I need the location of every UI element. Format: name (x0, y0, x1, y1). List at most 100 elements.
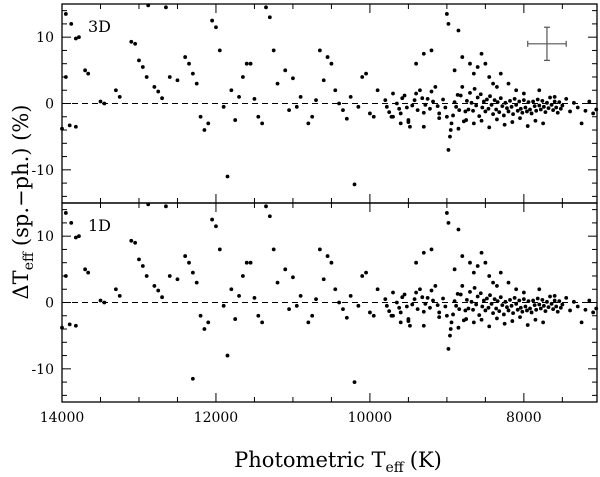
data-point (572, 299, 576, 304)
data-point (520, 309, 525, 314)
data-point (468, 90, 472, 95)
data-point (221, 104, 226, 109)
data-point (117, 293, 122, 298)
data-point (415, 307, 420, 312)
data-point (475, 294, 480, 299)
data-point (225, 353, 230, 358)
data-point (480, 304, 485, 309)
data-point (533, 317, 538, 322)
data-point (391, 290, 395, 295)
data-point (248, 61, 253, 66)
data-point (549, 301, 554, 306)
data-point (73, 323, 78, 328)
data-point (533, 118, 538, 123)
data-point (306, 121, 311, 126)
data-point (528, 306, 532, 311)
data-point (402, 93, 407, 98)
data-point (498, 96, 503, 101)
data-point (160, 295, 164, 300)
data-point (406, 120, 411, 124)
data-point (487, 125, 492, 130)
data-point (460, 284, 465, 288)
data-point (538, 306, 543, 311)
data-point (560, 103, 565, 108)
data-point (481, 99, 486, 104)
data-point (552, 94, 557, 99)
data-point (421, 250, 426, 255)
data-point (73, 36, 78, 41)
data-point (420, 96, 425, 101)
data-point (494, 306, 499, 311)
data-point (202, 327, 207, 331)
data-point (233, 317, 238, 321)
data-point (117, 94, 122, 99)
data-point (568, 308, 572, 313)
data-point (506, 109, 511, 114)
data-point (511, 311, 515, 316)
data-point (348, 293, 353, 298)
data-point (479, 317, 484, 322)
data-point (444, 211, 449, 215)
data-point (487, 274, 492, 278)
x-tick-label: 14000 (40, 410, 85, 426)
data-point (431, 99, 435, 104)
data-point (206, 121, 211, 126)
data-point (579, 121, 584, 126)
data-point (479, 51, 484, 56)
data-point (156, 288, 161, 293)
data-point (229, 88, 234, 93)
data-point (63, 274, 68, 278)
x-tick-label: 10000 (348, 410, 393, 426)
data-point (414, 91, 419, 96)
data-point (102, 300, 107, 305)
x-tick-label: 12000 (194, 410, 239, 426)
data-point (537, 88, 542, 93)
data-point (495, 299, 500, 304)
data-point (394, 101, 399, 106)
data-point (479, 250, 484, 255)
data-point (321, 78, 326, 83)
data-point (497, 110, 502, 115)
data-point (491, 311, 495, 316)
data-point (217, 247, 222, 252)
data-point (160, 96, 164, 101)
data-point (579, 320, 584, 325)
data-point (471, 320, 476, 325)
data-point (471, 71, 476, 76)
data-point (512, 96, 517, 101)
data-point (164, 5, 168, 10)
data-point (498, 71, 503, 76)
data-point (408, 323, 412, 328)
data-point (428, 305, 432, 310)
data-point (368, 310, 372, 315)
data-point (356, 104, 361, 109)
data-point (471, 108, 475, 113)
data-point (540, 297, 545, 302)
data-point (471, 307, 475, 312)
data-point (206, 320, 211, 325)
data-point (449, 121, 454, 126)
data-point (446, 22, 451, 26)
data-point (514, 102, 519, 107)
data-point (538, 107, 543, 112)
data-point (521, 98, 526, 103)
data-point (475, 65, 480, 69)
data-point (287, 307, 291, 312)
data-point (594, 107, 599, 112)
data-point (144, 274, 149, 278)
data-point (429, 247, 434, 252)
data-point (518, 305, 523, 310)
data-point (458, 93, 463, 98)
data-point (463, 308, 468, 313)
data-point (337, 101, 342, 106)
data-point (371, 114, 376, 119)
data-point (534, 307, 539, 312)
data-point (306, 320, 311, 325)
data-point (67, 123, 72, 128)
data-point (167, 75, 172, 79)
data-point (488, 94, 492, 99)
data-point (233, 118, 238, 122)
data-point (67, 322, 72, 327)
data-point (425, 96, 430, 101)
data-point (264, 5, 268, 10)
